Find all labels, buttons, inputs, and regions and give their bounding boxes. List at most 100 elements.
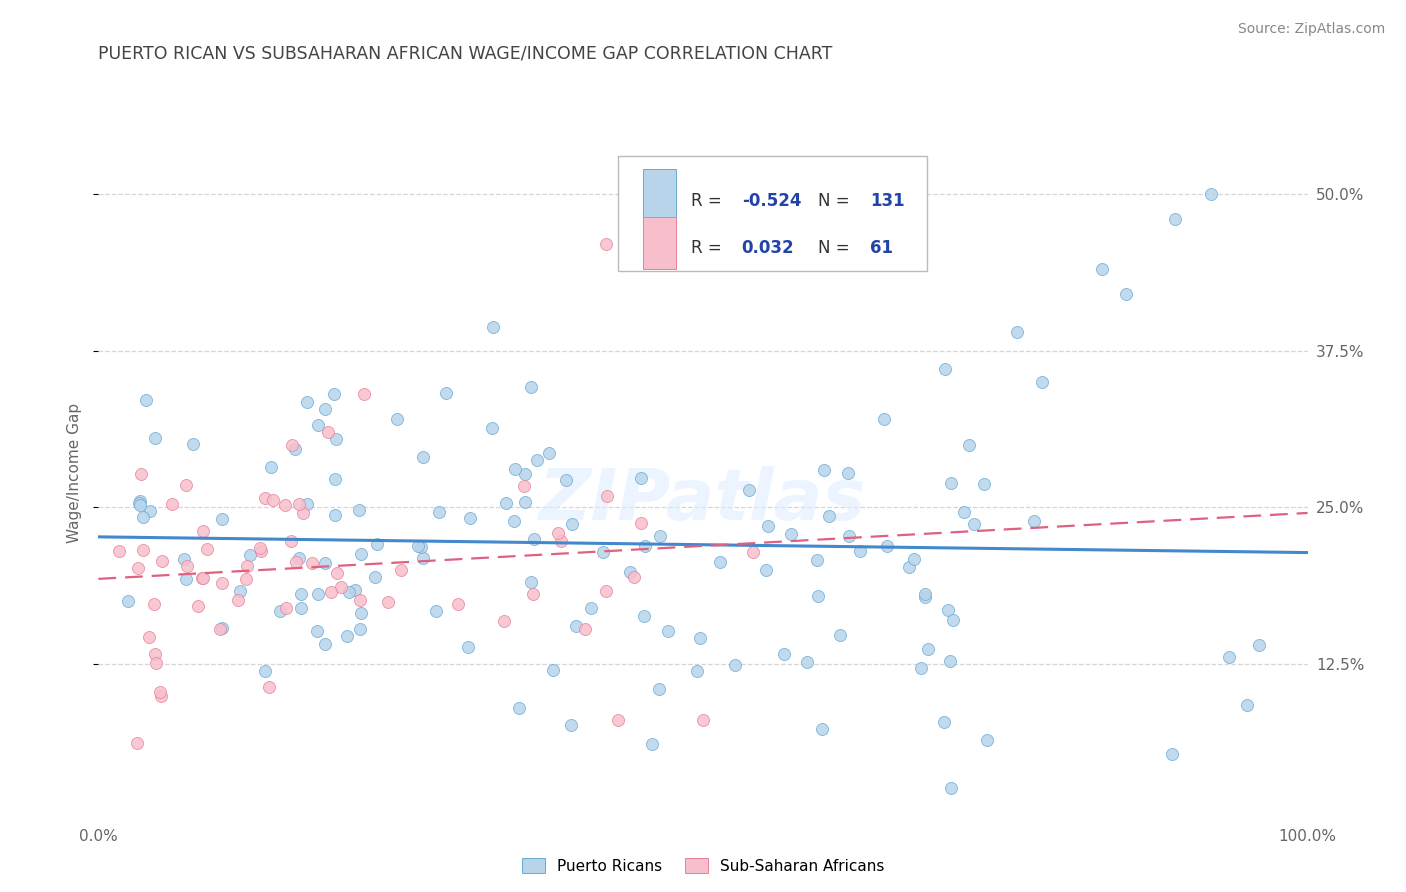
Point bbox=[595, 584, 617, 599]
Point bbox=[143, 431, 166, 445]
Text: -0.524: -0.524 bbox=[742, 192, 801, 210]
Point bbox=[723, 657, 745, 672]
Point bbox=[269, 604, 291, 618]
Point bbox=[329, 580, 352, 594]
Point bbox=[495, 496, 517, 510]
Point bbox=[630, 471, 652, 485]
Point bbox=[818, 509, 841, 524]
Point bbox=[633, 609, 655, 624]
Text: R =: R = bbox=[690, 192, 727, 210]
Point bbox=[481, 320, 503, 334]
Point bbox=[290, 587, 312, 601]
Point bbox=[941, 780, 963, 795]
Text: R =: R = bbox=[690, 239, 727, 257]
Point bbox=[938, 654, 960, 668]
Point bbox=[191, 571, 214, 585]
Point bbox=[953, 505, 976, 519]
Point bbox=[574, 622, 596, 636]
Point bbox=[526, 453, 548, 467]
Point bbox=[592, 544, 614, 558]
Point bbox=[689, 632, 711, 646]
Point bbox=[427, 505, 450, 519]
Text: PUERTO RICAN VS SUBSAHARAN AFRICAN WAGE/INCOME GAP CORRELATION CHART: PUERTO RICAN VS SUBSAHARAN AFRICAN WAGE/… bbox=[98, 45, 832, 62]
Point bbox=[254, 665, 277, 679]
Point bbox=[301, 556, 323, 570]
Point bbox=[250, 544, 273, 558]
Point bbox=[191, 524, 214, 538]
Point bbox=[162, 497, 184, 511]
Point bbox=[565, 619, 588, 633]
Point bbox=[149, 685, 172, 699]
Point bbox=[108, 543, 131, 558]
Point bbox=[561, 516, 583, 531]
Point bbox=[211, 621, 233, 635]
Point bbox=[560, 718, 582, 732]
Point bbox=[316, 425, 339, 439]
Point bbox=[648, 682, 671, 697]
Point bbox=[623, 570, 645, 584]
Point bbox=[938, 602, 960, 616]
Point bbox=[229, 583, 252, 598]
Point bbox=[186, 599, 208, 613]
Point bbox=[513, 495, 536, 509]
Legend: Puerto Ricans, Sub-Saharan Africans: Puerto Ricans, Sub-Saharan Africans bbox=[516, 852, 890, 880]
Point bbox=[364, 570, 387, 584]
Point bbox=[1236, 698, 1258, 713]
Point bbox=[1249, 638, 1271, 652]
Point bbox=[411, 541, 433, 555]
Point bbox=[957, 437, 980, 451]
Bar bbox=[643, 169, 676, 221]
Point bbox=[239, 548, 262, 562]
Point bbox=[447, 597, 470, 611]
Point bbox=[1199, 186, 1222, 201]
Point bbox=[191, 571, 214, 585]
Point bbox=[174, 478, 197, 492]
Point bbox=[349, 622, 371, 636]
Point bbox=[325, 432, 347, 446]
Point bbox=[295, 497, 318, 511]
Text: N =: N = bbox=[818, 192, 855, 210]
Point bbox=[226, 593, 249, 607]
Point bbox=[314, 637, 336, 651]
Point bbox=[914, 590, 936, 604]
Point bbox=[211, 576, 233, 591]
Point bbox=[520, 380, 543, 394]
FancyBboxPatch shape bbox=[619, 156, 927, 271]
Point bbox=[173, 551, 195, 566]
Point bbox=[325, 508, 347, 522]
Point bbox=[319, 585, 342, 599]
Point bbox=[494, 614, 516, 628]
Point bbox=[349, 547, 371, 561]
Point bbox=[314, 557, 336, 571]
Point bbox=[641, 738, 664, 752]
Point bbox=[292, 506, 315, 520]
Point bbox=[973, 476, 995, 491]
Point bbox=[257, 680, 280, 694]
Point bbox=[910, 661, 932, 675]
Point bbox=[138, 630, 160, 644]
Point bbox=[873, 412, 896, 426]
Point bbox=[806, 552, 828, 566]
Point bbox=[176, 559, 198, 574]
Point bbox=[512, 478, 534, 492]
Point bbox=[336, 629, 359, 643]
Point bbox=[434, 385, 457, 400]
Point bbox=[181, 437, 204, 451]
Point bbox=[634, 539, 657, 553]
Point bbox=[149, 689, 172, 703]
Point bbox=[132, 543, 155, 558]
Point bbox=[295, 394, 318, 409]
Point bbox=[349, 592, 371, 607]
Point bbox=[260, 460, 283, 475]
Point bbox=[596, 489, 619, 503]
Point bbox=[377, 595, 399, 609]
Point bbox=[253, 491, 276, 505]
Text: ZIPatlas: ZIPatlas bbox=[540, 467, 866, 535]
Point bbox=[127, 561, 149, 575]
Point bbox=[523, 532, 546, 546]
Point bbox=[128, 496, 150, 510]
Point bbox=[249, 541, 271, 555]
Point bbox=[337, 585, 360, 599]
Text: Source: ZipAtlas.com: Source: ZipAtlas.com bbox=[1237, 22, 1385, 37]
Point bbox=[209, 622, 232, 636]
